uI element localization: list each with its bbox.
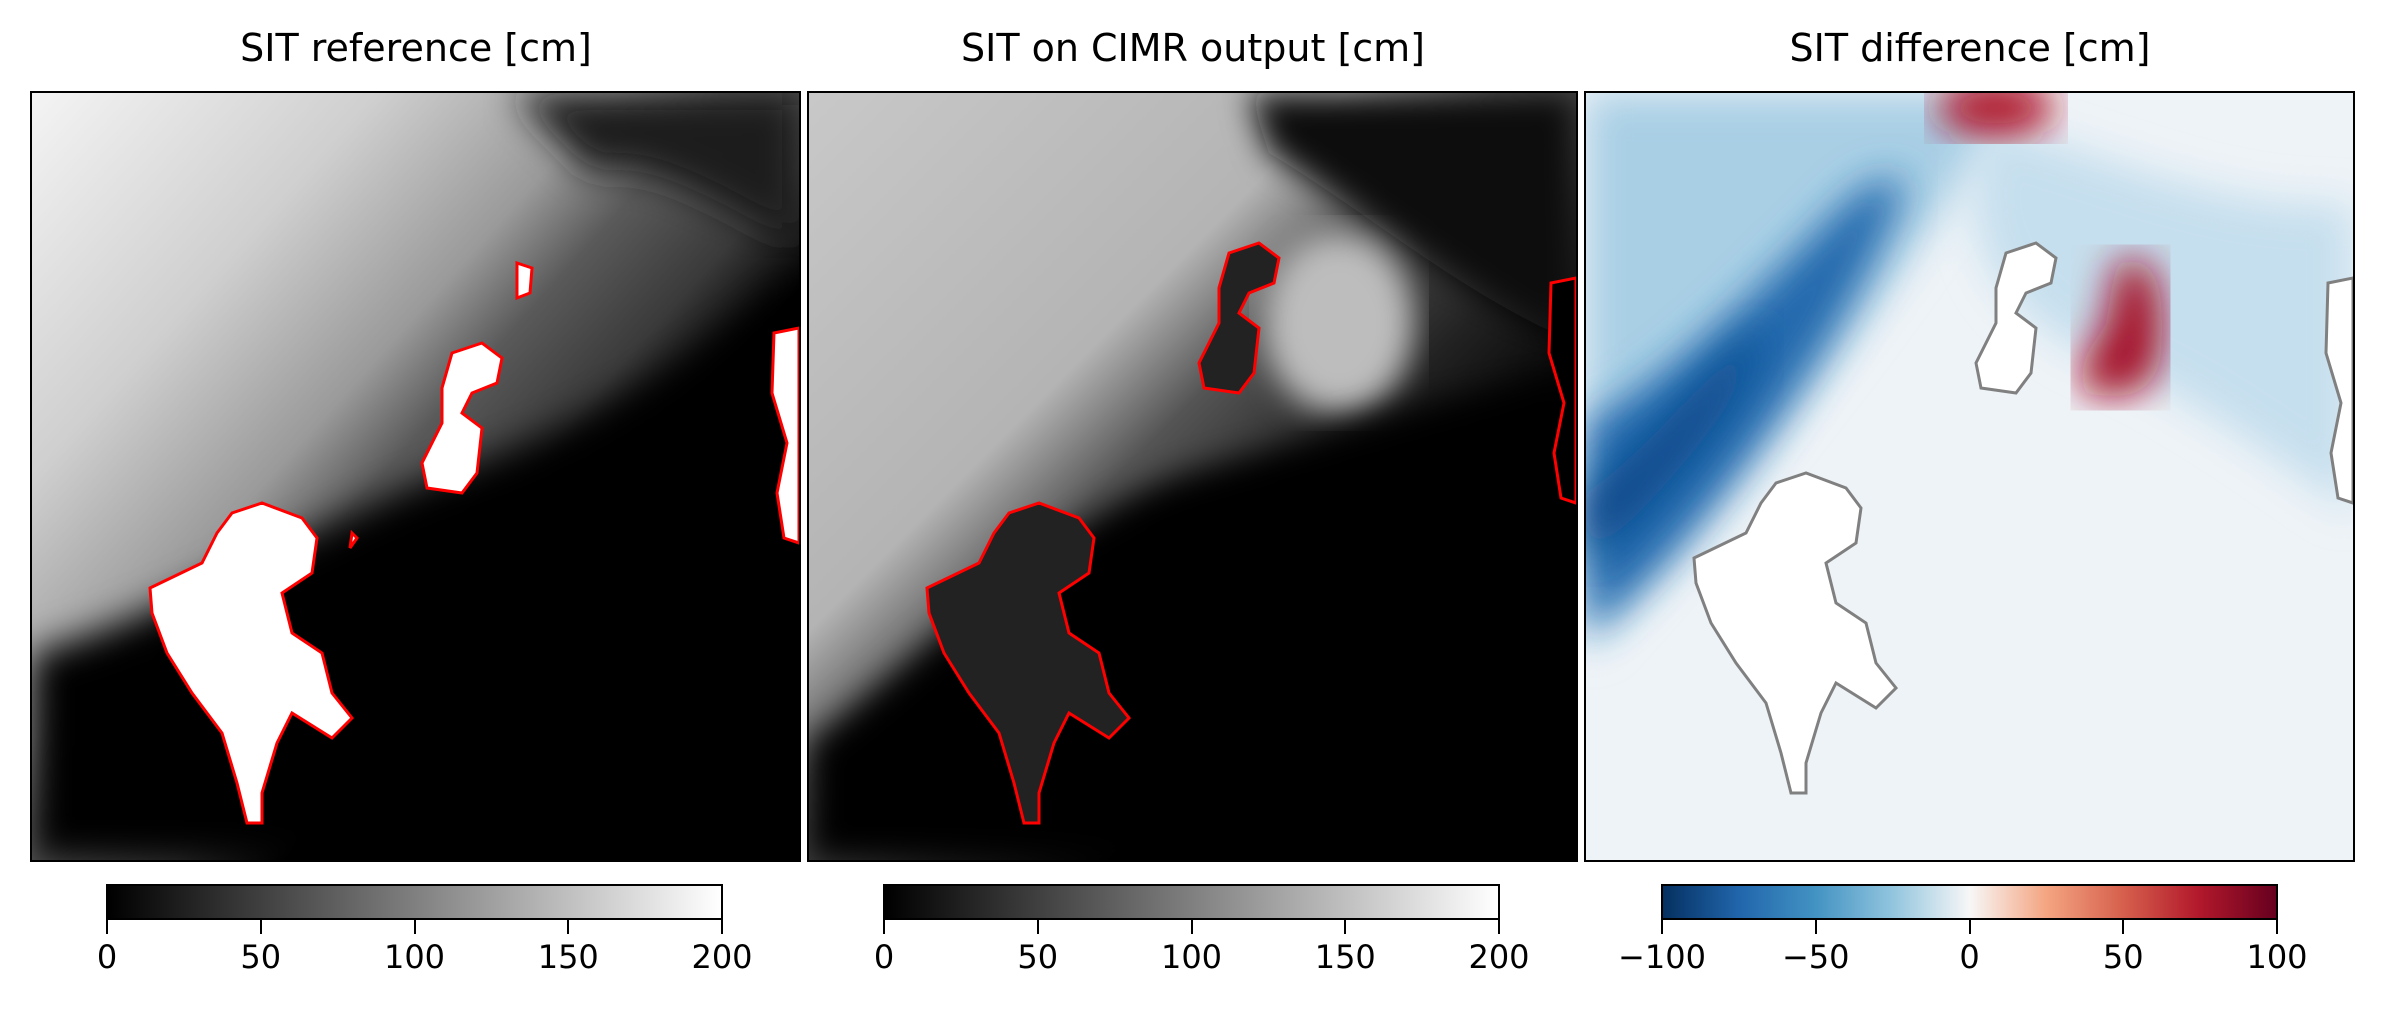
colorbar-1-tick (106, 920, 108, 934)
positive-patch-top (1936, 93, 2056, 138)
colorbar-3-tick-label: 0 (1959, 938, 1980, 976)
colorbar-3-tick (2276, 920, 2278, 934)
colorbar-2-tick (883, 920, 885, 934)
svalbard-coastline (925, 241, 1576, 825)
svalbard-coastline (1692, 241, 2353, 795)
colorbar-1-tick (413, 920, 416, 934)
colorbar-1-tick-label: 150 (537, 938, 599, 976)
colorbar-1-tick-label: 200 (691, 938, 753, 976)
colorbar-2-tick (1344, 920, 1347, 934)
light-blue-east (1973, 123, 2353, 513)
svalbard-coastline (148, 260, 799, 825)
colorbar-2-tick (1498, 920, 1500, 934)
colorbar-1-tick (259, 920, 262, 934)
sit-reference-map (30, 91, 801, 862)
colorbar-2-tick (1036, 920, 1039, 934)
colorbar-2-tick-label: 150 (1314, 938, 1376, 976)
colorbar-1-tick (567, 920, 570, 934)
panel-3-title: SIT difference [cm] (1789, 26, 2151, 70)
dark-region-top (1249, 93, 1576, 343)
thick-ice-patch (1264, 233, 1414, 413)
colorbar-1-tick-label: 50 (240, 938, 282, 976)
colorbar-3-tick (1968, 920, 1971, 934)
colorbar-3-tick-label: 100 (2246, 938, 2308, 976)
colorbar-2-tick-label: 200 (1468, 938, 1530, 976)
colorbar-1-tick-label: 0 (96, 938, 118, 976)
colorbar-2-tick-label: 100 (1160, 938, 1223, 976)
colorbar-3-tick-label: 50 (2102, 938, 2144, 976)
colorbar-2-tick (1190, 920, 1193, 934)
colorbar-2-tick-label: 50 (1017, 938, 1059, 976)
sit-difference-map (1584, 91, 2355, 862)
panel-1-title: SIT reference [cm] (240, 26, 592, 70)
positive-patch-east (2079, 258, 2163, 397)
colorbar-1-tick-label: 100 (383, 938, 446, 976)
colorbar-3 (1661, 884, 2278, 920)
colorbar-2-tick-label: 0 (873, 938, 895, 976)
negative-band-core (1586, 323, 1766, 563)
panel-2-title: SIT on CIMR output [cm] (960, 26, 1425, 70)
colorbar-1 (106, 884, 723, 920)
colorbar-1-tick (721, 920, 723, 934)
colorbar-3-tick (1661, 920, 1663, 934)
dark-region-top (512, 93, 799, 243)
sit-cimr-output-map (807, 91, 1578, 862)
negative-band (1586, 179, 1906, 633)
colorbar-3-tick (1814, 920, 1817, 934)
colorbar-3-tick-label: −100 (1618, 938, 1706, 976)
colorbar-3-tick (2122, 920, 2125, 934)
colorbar-2 (883, 884, 1500, 920)
colorbar-3-tick-label: −50 (1781, 938, 1850, 976)
